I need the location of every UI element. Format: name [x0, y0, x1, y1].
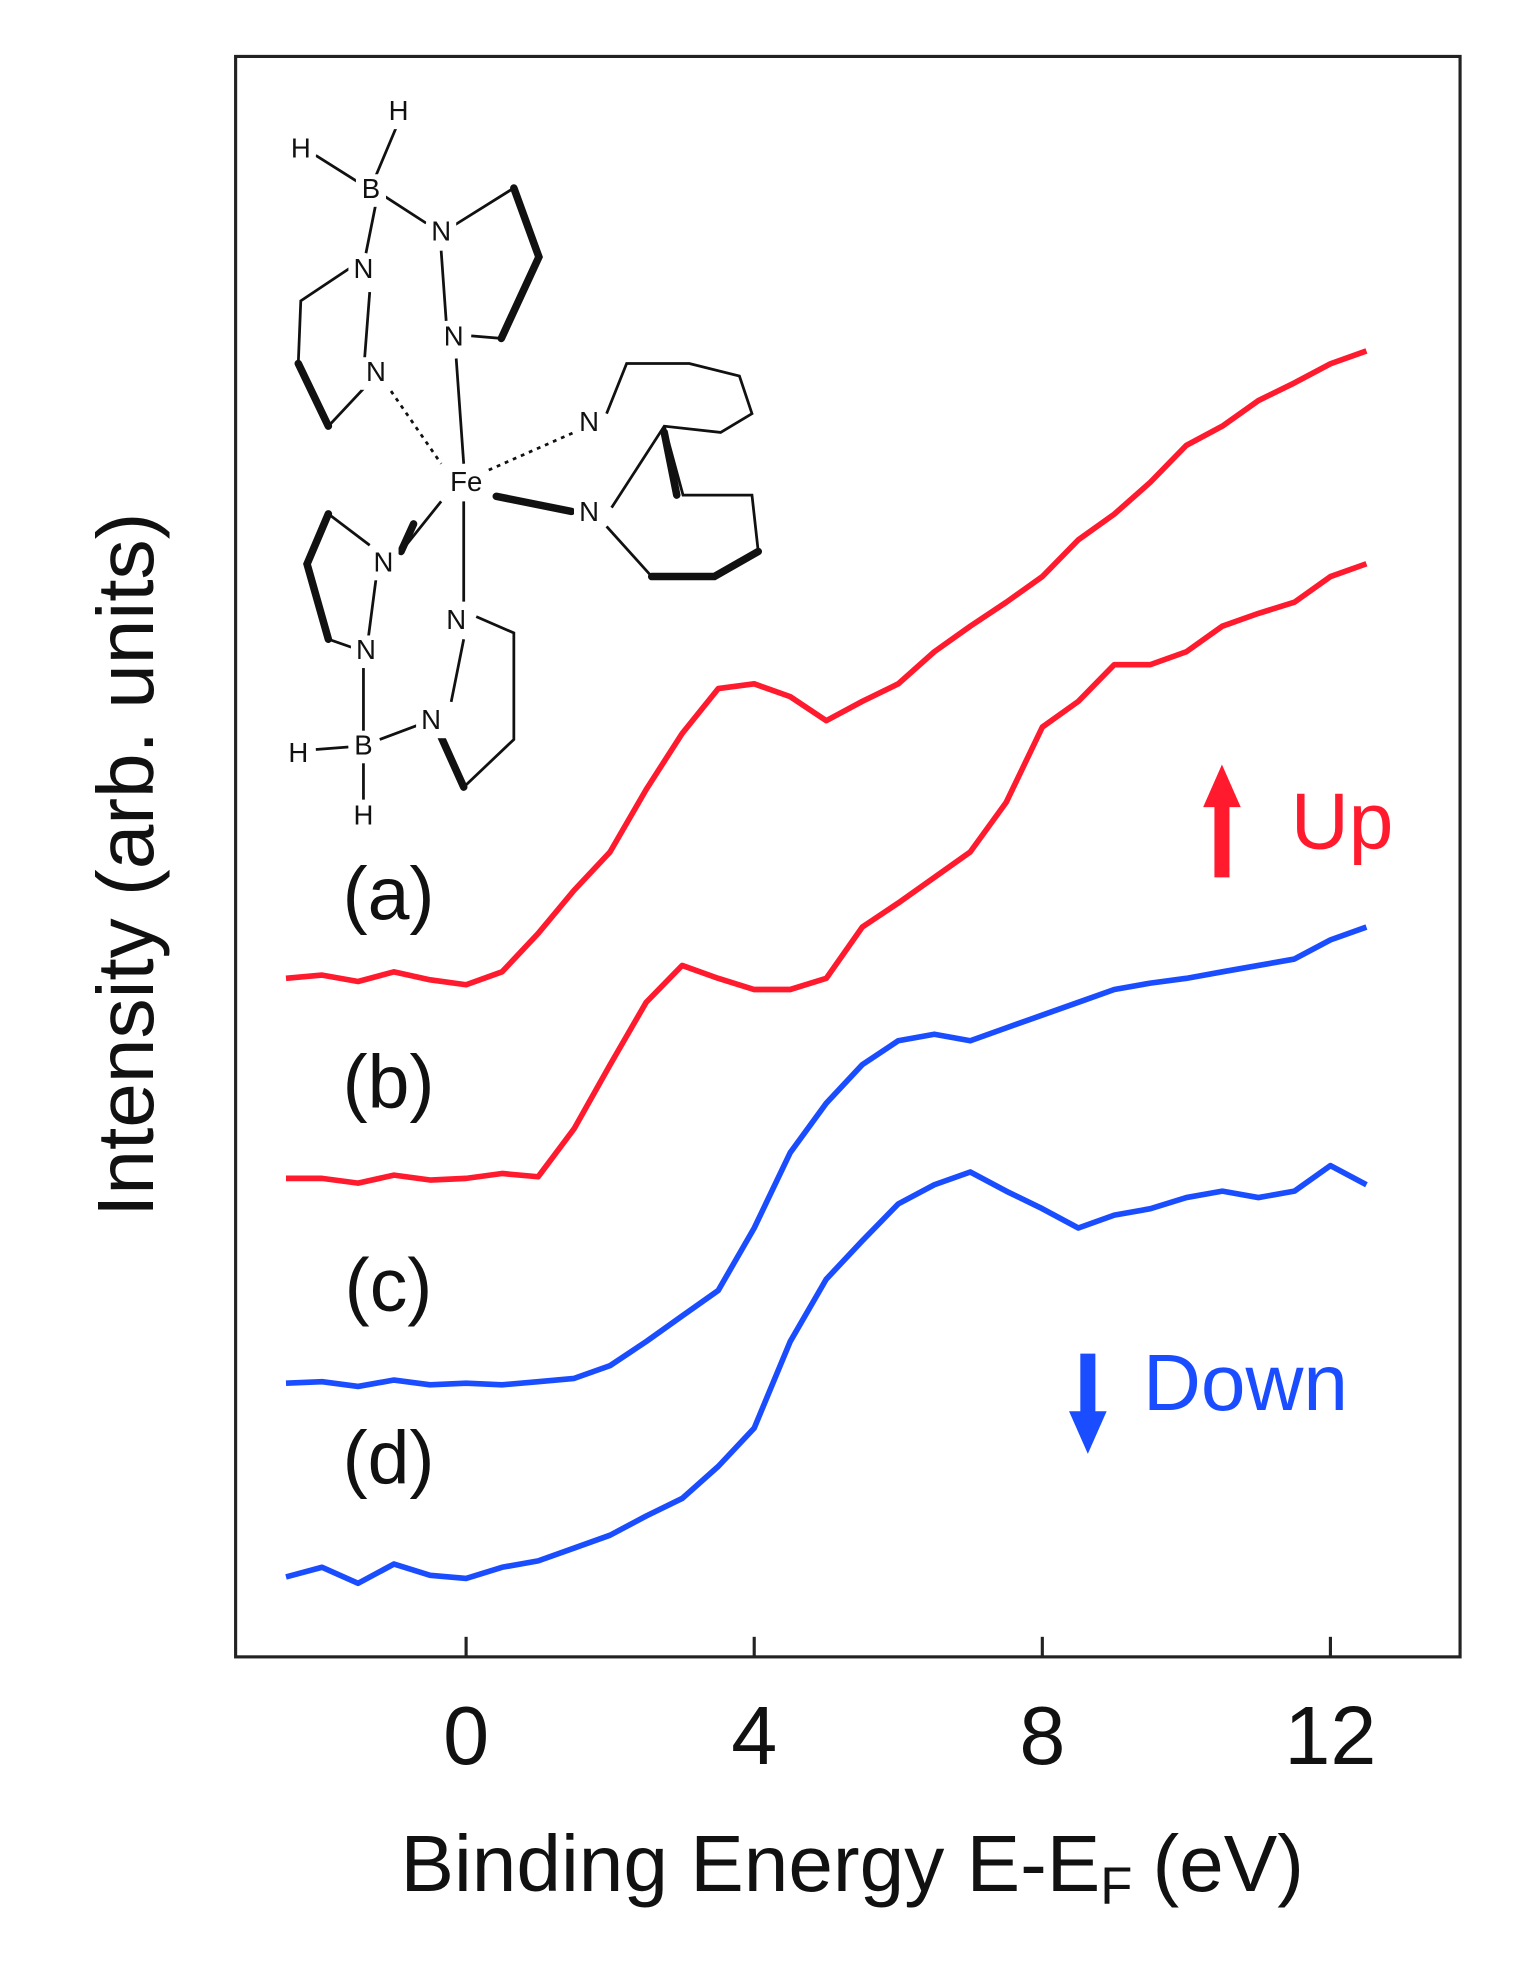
atom-label: N	[353, 253, 373, 284]
molecule: H H B N N N N Fe N N N N N N B H H	[283, 95, 762, 834]
spectrum-line	[285, 1162, 1368, 1587]
x-axis-label: Binding Energy E-EF (eV)	[400, 1818, 1304, 1916]
series-label: (a)	[343, 852, 435, 936]
atom-label: N	[431, 215, 451, 246]
atom-background	[348, 800, 379, 834]
spectrum-line	[285, 348, 1368, 988]
x-label-suffix: (eV)	[1152, 1818, 1303, 1908]
atom-background	[574, 497, 605, 531]
spin-label: Up	[1291, 775, 1394, 865]
x-tick-label: 0	[443, 1689, 489, 1782]
spectrum-line	[285, 561, 1368, 1186]
atom-background	[350, 635, 381, 669]
atom-label: N	[366, 356, 386, 387]
y-axis-label: Intensity (arb. units)	[80, 513, 170, 1217]
atom-label: B	[354, 729, 372, 760]
spin-arrow-head	[1203, 764, 1241, 808]
atom-background	[348, 254, 379, 288]
atom-label: N	[356, 634, 376, 665]
spectrum-line	[285, 924, 1368, 1390]
x-tick-label: 4	[731, 1689, 777, 1782]
atom-label: H	[389, 95, 409, 126]
atom-background	[416, 705, 447, 739]
series-label: (d)	[343, 1416, 435, 1500]
atom-label: N	[421, 704, 441, 735]
atom-label: N	[446, 604, 466, 635]
atom-background	[368, 547, 399, 581]
atom-background	[383, 96, 414, 130]
x-label-main: Binding Energy E-E	[400, 1818, 1100, 1908]
x-tick-label: 8	[1019, 1689, 1065, 1782]
spin-arrow-head	[1069, 1411, 1107, 1454]
atom-background	[283, 738, 314, 771]
atom-background	[438, 322, 469, 355]
atom-background	[348, 730, 379, 764]
atom-background	[441, 605, 472, 638]
atom-label: H	[288, 737, 308, 768]
atom-label: N	[374, 546, 394, 577]
atom-background	[355, 174, 387, 207]
atom-label: N	[444, 321, 464, 352]
atom-background	[360, 357, 392, 390]
atom-background	[285, 134, 316, 167]
x-tick-label: 12	[1284, 1689, 1376, 1782]
atom-label: B	[362, 173, 380, 204]
atom-label: H	[353, 799, 373, 830]
series-label: (b)	[343, 1040, 435, 1124]
atom-label: Fe	[450, 466, 482, 497]
atom-label: N	[579, 496, 599, 527]
atom-label: H	[291, 133, 311, 164]
spin-label: Down	[1143, 1337, 1348, 1427]
x-label-subscript: F	[1100, 1857, 1132, 1916]
atom-label: N	[579, 406, 599, 437]
atom-background	[574, 407, 605, 440]
atom-background	[451, 467, 482, 501]
atom-background	[426, 216, 457, 250]
plot-frame	[234, 54, 1462, 1659]
series-label: (c)	[345, 1243, 433, 1327]
